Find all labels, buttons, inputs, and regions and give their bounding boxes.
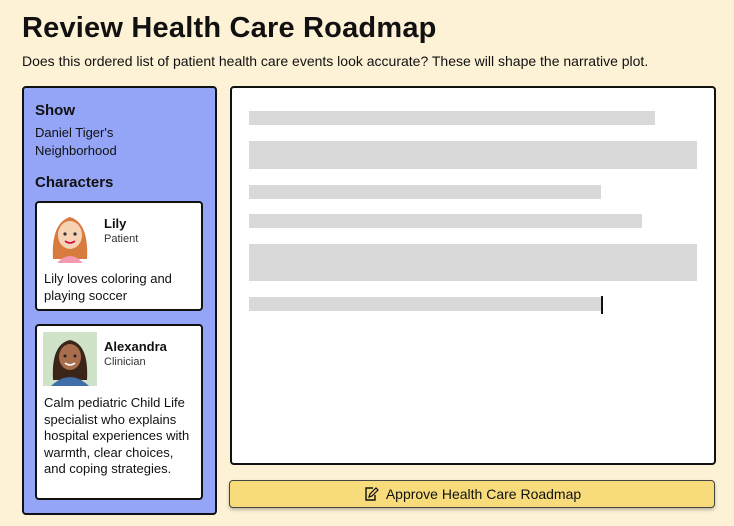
character-card[interactable]: Lily Patient Lily loves coloring and pla… xyxy=(35,201,203,311)
text-cursor xyxy=(601,296,603,314)
skeleton-line xyxy=(249,214,642,228)
skeleton-line xyxy=(249,111,655,125)
characters-label: Characters xyxy=(35,174,114,191)
avatar xyxy=(43,209,97,263)
character-role: Patient xyxy=(104,233,139,245)
page-subtitle: Does this ordered list of patient health… xyxy=(22,53,649,69)
character-description: Lily loves coloring and playing soccer xyxy=(44,271,172,303)
page-title: Review Health Care Roadmap xyxy=(22,12,437,44)
character-card[interactable]: Alexandra Clinician Calm pediatric Child… xyxy=(35,324,203,500)
edit-icon xyxy=(365,487,379,501)
skeleton-line xyxy=(249,297,601,311)
roadmap-panel[interactable] xyxy=(230,86,716,465)
show-label: Show xyxy=(35,102,75,119)
button-label: Approve Health Care Roadmap xyxy=(385,486,582,502)
avatar xyxy=(43,332,97,386)
show-name: Daniel Tiger's Neighborhood xyxy=(35,125,117,158)
sidebar: Show Daniel Tiger's Neighborhood Charact… xyxy=(22,86,217,515)
character-name: Alexandra xyxy=(104,339,167,354)
skeleton-line xyxy=(249,185,601,199)
character-name: Lily xyxy=(104,216,127,231)
approve-button[interactable]: Approve Health Care Roadmap xyxy=(229,480,715,508)
skeleton-line xyxy=(249,141,697,169)
skeleton-line xyxy=(249,244,697,281)
character-role: Clinician xyxy=(104,356,146,368)
character-description: Calm pediatric Child Life specialist who… xyxy=(44,395,190,476)
